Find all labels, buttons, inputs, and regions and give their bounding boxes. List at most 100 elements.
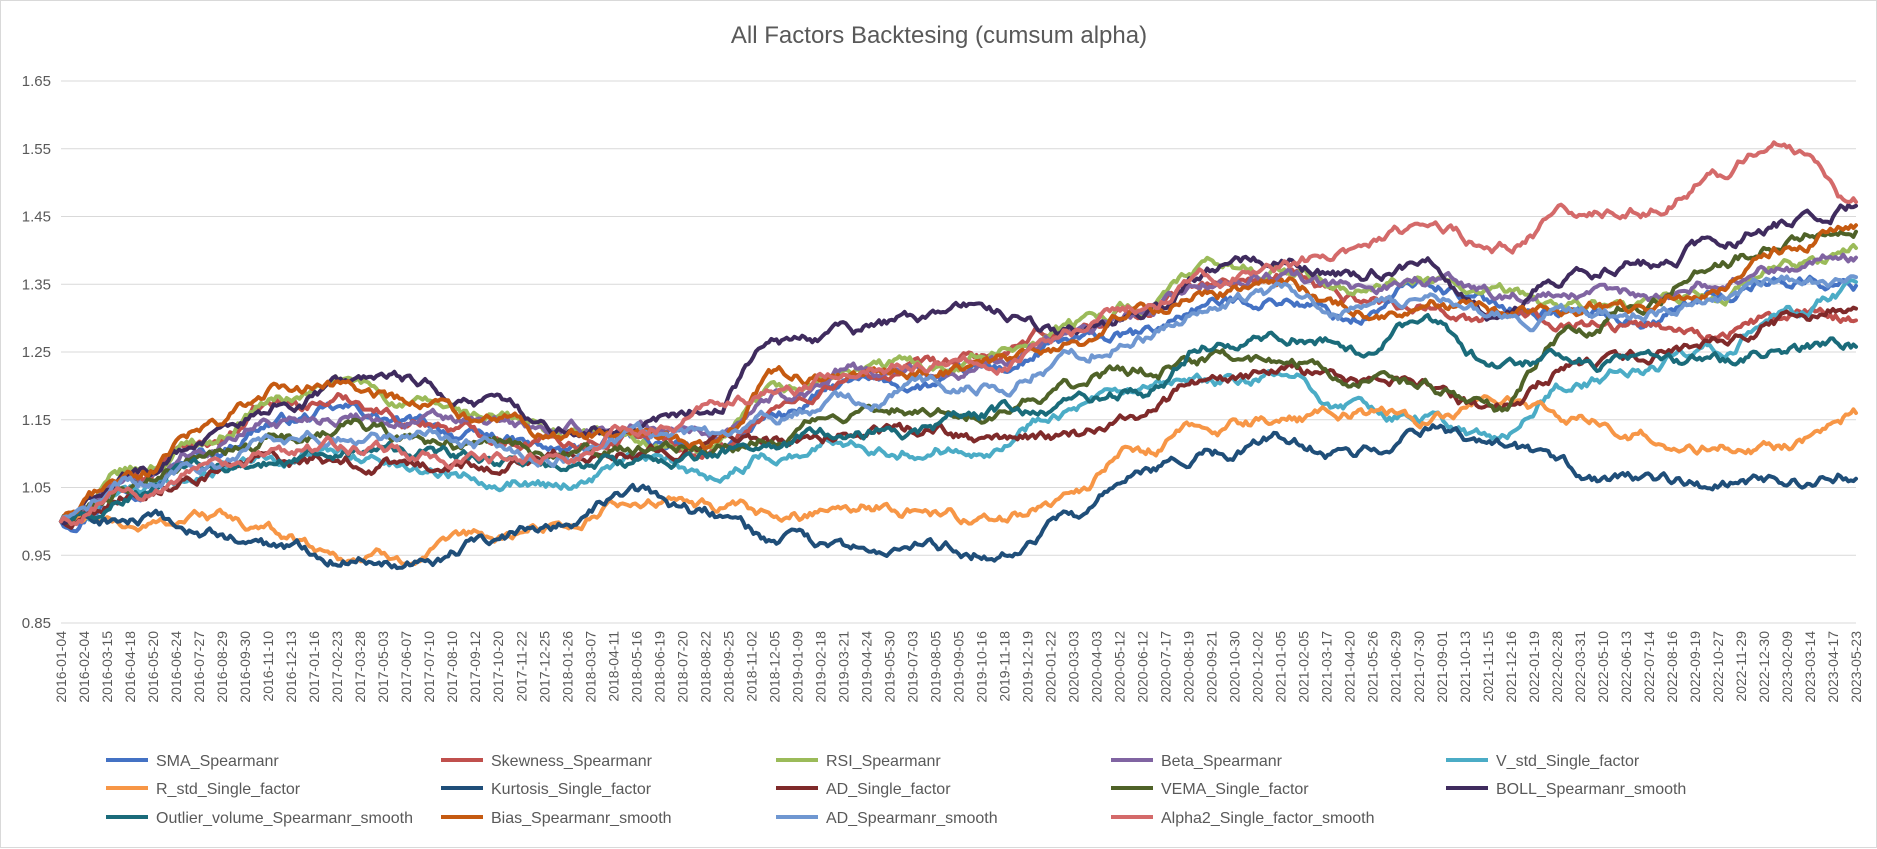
x-tick-label: 2021-07-30 (1411, 631, 1427, 703)
x-tick-label: 2018-12-05 (766, 631, 782, 703)
x-tick-label: 2020-07-17 (1158, 631, 1174, 703)
y-tick-label: 1.15 (22, 412, 51, 429)
series-line-Alpha2_Single_factor_smooth (59, 140, 1858, 527)
x-tick-label: 2021-10-13 (1457, 631, 1473, 703)
x-tick-label: 2019-07-03 (904, 631, 920, 703)
series-line-AD_Spearmanr_smooth (59, 274, 1858, 524)
x-tick-label: 2020-01-22 (1043, 631, 1059, 703)
x-tick-label: 2021-06-29 (1388, 631, 1404, 703)
x-tick-label: 2019-11-18 (997, 631, 1013, 702)
x-tick-label: 2017-10-20 (490, 631, 506, 703)
series-lines (59, 140, 1858, 571)
x-tick-label: 2020-05-12 (1112, 631, 1128, 703)
x-tick-label: 2017-01-16 (306, 631, 322, 703)
legend-label: Outlier_volume_Spearmanr_smooth (156, 810, 413, 827)
x-tick-label: 2022-08-16 (1664, 631, 1680, 703)
x-tick-label: 2020-10-30 (1227, 631, 1243, 703)
chart-title: All Factors Backtesing (cumsum alpha) (731, 22, 1147, 49)
series-line-VEMA_Single_factor (59, 229, 1858, 526)
x-tick-label: 2019-04-24 (858, 631, 874, 703)
legend-label: VEMA_Single_factor (1161, 781, 1309, 798)
series-line-V_std_Single_factor (59, 278, 1858, 527)
x-tick-label: 2021-03-17 (1319, 631, 1335, 703)
x-tick-label: 2016-07-27 (191, 631, 207, 703)
y-tick-label: 0.85 (22, 615, 51, 632)
legend: SMA_Spearmanr Skewness_Spearmanr RSI_Spear… (106, 753, 1686, 827)
x-tick-label: 2016-08-29 (214, 631, 230, 703)
series-line-BOLL_Spearmanr_smooth (59, 202, 1858, 526)
x-tick-label: 2017-07-10 (421, 631, 437, 703)
x-tick-label: 2019-09-05 (951, 631, 967, 703)
x-tick-label: 2017-08-10 (444, 631, 460, 703)
x-tick-label: 2016-04-18 (122, 631, 138, 703)
x-tick-label: 2022-05-10 (1595, 631, 1611, 703)
y-tick-label: 0.95 (22, 547, 51, 564)
x-tick-label: 2019-12-19 (1020, 631, 1036, 703)
x-tick-label: 2019-08-05 (927, 631, 943, 703)
x-tick-label: 2018-01-26 (559, 631, 575, 703)
x-tick-label: 2021-12-16 (1503, 631, 1519, 703)
x-tick-label: 2021-04-20 (1342, 631, 1358, 703)
y-tick-label: 1.45 (22, 209, 51, 226)
x-tick-label: 2017-11-22 (513, 631, 529, 702)
legend-label: BOLL_Spearmanr_smooth (1496, 781, 1686, 798)
y-axis-ticks: 0.85 0.95 1.05 1.15 1.25 1.35 1.45 1.55 1.65 (22, 73, 51, 632)
legend-label: R_std_Single_factor (156, 781, 301, 798)
x-tick-label: 2022-07-14 (1641, 631, 1657, 703)
legend-label: Bias_Spearmanr_smooth (491, 810, 672, 827)
x-tick-label: 2021-11-15 (1480, 631, 1496, 702)
x-tick-label: 2022-12-30 (1756, 631, 1772, 703)
x-tick-label: 2022-11-29 (1733, 631, 1749, 702)
x-tick-label: 2020-06-12 (1135, 631, 1151, 703)
x-tick-label: 2018-08-22 (697, 631, 713, 703)
legend-label: RSI_Spearmanr (826, 753, 941, 770)
x-tick-label: 2020-12-02 (1250, 631, 1266, 703)
x-tick-label: 2016-05-20 (145, 631, 161, 703)
x-tick-label: 2021-05-26 (1365, 631, 1381, 703)
x-tick-label: 2018-11-02 (743, 631, 759, 702)
x-tick-label: 2017-05-03 (375, 631, 391, 703)
x-tick-label: 2016-01-04 (53, 631, 69, 703)
x-tick-label: 2016-11-10 (260, 631, 276, 702)
x-axis-ticks: 2016-01-04 2016-02-04 2016-03-15 2016-04-18… (53, 631, 1864, 703)
x-tick-label: 2022-10-27 (1710, 631, 1726, 703)
series-line-RSI_Spearmanr (59, 243, 1858, 524)
x-tick-label: 2021-09-01 (1434, 631, 1450, 703)
x-tick-label: 2016-12-13 (283, 631, 299, 703)
x-tick-label: 2022-01-19 (1526, 631, 1542, 703)
x-tick-label: 2017-12-25 (536, 631, 552, 703)
x-tick-label: 2023-02-09 (1779, 631, 1795, 703)
gridlines (61, 80, 1856, 624)
legend-label: AD_Single_factor (826, 781, 951, 798)
y-tick-label: 1.05 (22, 480, 51, 497)
x-tick-label: 2016-02-04 (76, 631, 92, 703)
x-tick-label: 2019-05-30 (881, 631, 897, 703)
x-tick-label: 2019-02-18 (812, 631, 828, 703)
legend-label: SMA_Spearmanr (156, 753, 279, 770)
x-tick-label: 2016-03-15 (99, 631, 115, 703)
x-tick-label: 2017-09-12 (467, 631, 483, 703)
x-tick-label: 2018-05-16 (628, 631, 644, 703)
x-tick-label: 2019-01-09 (789, 631, 805, 703)
legend-label: AD_Spearmanr_smooth (826, 810, 998, 827)
x-tick-label: 2022-02-28 (1549, 631, 1565, 703)
x-tick-label: 2021-02-05 (1296, 631, 1312, 703)
legend-label: Alpha2_Single_factor_smooth (1161, 810, 1374, 827)
x-tick-label: 2016-06-24 (168, 631, 184, 703)
y-tick-label: 1.25 (22, 344, 51, 361)
x-tick-label: 2018-09-25 (720, 631, 736, 703)
y-tick-label: 1.35 (22, 276, 51, 293)
x-tick-label: 2018-04-11 (605, 631, 621, 702)
x-tick-label: 2022-06-13 (1618, 631, 1634, 703)
x-tick-label: 2023-03-14 (1802, 631, 1818, 703)
x-tick-label: 2018-06-19 (651, 631, 667, 703)
series-line-Bias_Spearmanr_smooth (59, 223, 1858, 524)
x-tick-label: 2018-03-07 (582, 631, 598, 703)
x-tick-label: 2019-10-16 (974, 631, 990, 703)
x-tick-label: 2023-05-23 (1848, 631, 1864, 703)
legend-label: Skewness_Spearmanr (491, 753, 653, 770)
x-tick-label: 2020-08-19 (1181, 631, 1197, 703)
x-tick-label: 2023-04-17 (1825, 631, 1841, 703)
